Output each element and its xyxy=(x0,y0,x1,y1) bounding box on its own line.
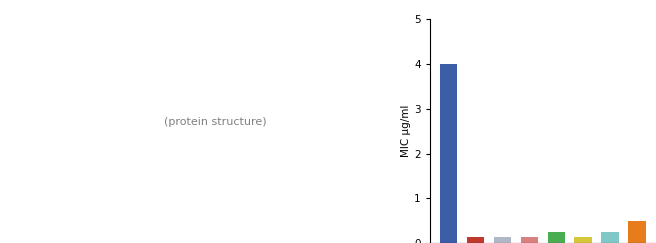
Bar xyxy=(494,237,511,243)
Bar xyxy=(628,221,646,243)
Bar xyxy=(548,232,565,243)
Bar xyxy=(467,237,484,243)
Bar xyxy=(521,237,538,243)
Text: (protein structure): (protein structure) xyxy=(163,116,266,127)
Bar xyxy=(440,64,457,243)
Bar xyxy=(602,232,619,243)
Bar xyxy=(575,237,592,243)
Y-axis label: MIC μg/ml: MIC μg/ml xyxy=(401,105,411,157)
